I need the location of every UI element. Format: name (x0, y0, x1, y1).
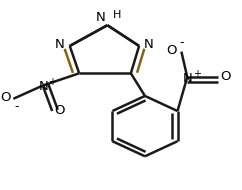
Text: O: O (0, 91, 11, 104)
Text: -: - (14, 100, 18, 113)
Text: N: N (95, 11, 105, 24)
Text: H: H (113, 10, 121, 20)
Text: O: O (220, 70, 231, 83)
Text: +: + (48, 77, 56, 87)
Text: O: O (167, 44, 177, 57)
Text: N: N (183, 71, 193, 85)
Text: O: O (54, 104, 65, 117)
Text: N: N (55, 38, 65, 51)
Text: -: - (180, 36, 184, 49)
Text: N: N (144, 38, 154, 51)
Text: N: N (38, 80, 48, 93)
Text: +: + (193, 69, 201, 79)
